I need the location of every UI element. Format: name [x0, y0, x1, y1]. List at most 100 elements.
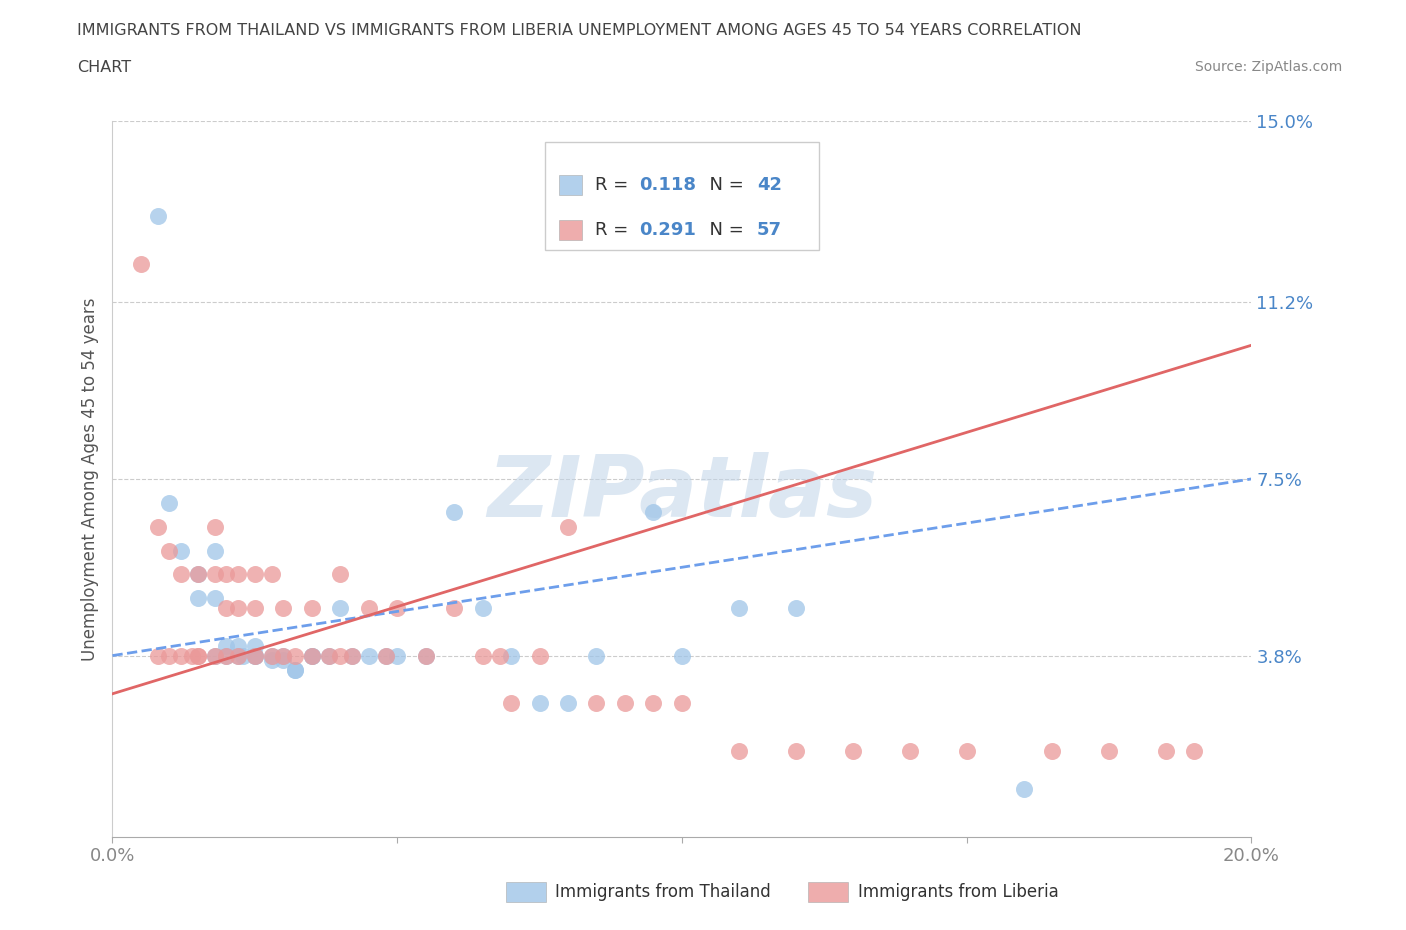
Point — [415, 648, 437, 663]
Point — [785, 744, 807, 759]
Point — [643, 696, 665, 711]
Point — [243, 648, 266, 663]
Point — [232, 648, 254, 663]
Point — [215, 601, 238, 616]
Bar — [560, 220, 582, 241]
Point — [284, 662, 307, 677]
Point — [215, 648, 238, 663]
Point — [243, 601, 266, 616]
Point — [1012, 782, 1035, 797]
Point — [318, 648, 340, 663]
Point — [226, 639, 249, 654]
Text: Immigrants from Thailand: Immigrants from Thailand — [555, 883, 770, 901]
Point — [260, 567, 283, 582]
Text: 42: 42 — [756, 177, 782, 194]
Point — [1040, 744, 1063, 759]
Point — [146, 209, 169, 224]
Y-axis label: Unemployment Among Ages 45 to 54 years: Unemployment Among Ages 45 to 54 years — [80, 298, 98, 660]
Text: 57: 57 — [756, 221, 782, 239]
Point — [204, 591, 226, 605]
Point — [671, 696, 693, 711]
Point — [340, 648, 363, 663]
Point — [728, 601, 751, 616]
Point — [243, 567, 266, 582]
Point — [226, 601, 249, 616]
Point — [488, 648, 510, 663]
Point — [357, 648, 380, 663]
Point — [471, 648, 494, 663]
Point — [613, 696, 636, 711]
Point — [529, 648, 551, 663]
Point — [260, 648, 283, 663]
Bar — [560, 176, 582, 195]
Point — [187, 591, 209, 605]
Point — [329, 648, 352, 663]
Point — [898, 744, 921, 759]
Point — [243, 639, 266, 654]
Point — [187, 648, 209, 663]
Point — [374, 648, 396, 663]
Point — [301, 648, 323, 663]
Point — [585, 648, 607, 663]
Point — [1154, 744, 1177, 759]
Point — [146, 648, 169, 663]
Point — [159, 648, 180, 663]
Point — [301, 648, 323, 663]
Point — [443, 505, 465, 520]
Point — [187, 648, 209, 663]
Point — [301, 648, 323, 663]
Point — [226, 648, 249, 663]
Point — [301, 601, 323, 616]
Point — [204, 519, 226, 534]
Point — [170, 543, 193, 558]
Point — [340, 648, 363, 663]
Point — [501, 648, 523, 663]
Point — [181, 648, 204, 663]
Point — [415, 648, 437, 663]
Point — [529, 696, 551, 711]
Point — [557, 519, 579, 534]
Point — [284, 662, 307, 677]
Point — [226, 567, 249, 582]
Text: 0.291: 0.291 — [638, 221, 696, 239]
Text: ZIPatlas: ZIPatlas — [486, 452, 877, 535]
Point — [443, 601, 465, 616]
Point — [671, 648, 693, 663]
Point — [329, 601, 352, 616]
Point — [385, 648, 409, 663]
Point — [374, 648, 396, 663]
Text: N =: N = — [697, 177, 749, 194]
Point — [204, 543, 226, 558]
Point — [284, 648, 307, 663]
Point — [271, 648, 295, 663]
Point — [226, 648, 249, 663]
Point — [585, 696, 607, 711]
Text: Source: ZipAtlas.com: Source: ZipAtlas.com — [1195, 60, 1343, 74]
Point — [243, 648, 266, 663]
Point — [159, 543, 180, 558]
Point — [329, 567, 352, 582]
Point — [271, 653, 295, 668]
Point — [243, 648, 266, 663]
Point — [260, 648, 283, 663]
Point — [215, 648, 238, 663]
Text: R =: R = — [595, 221, 634, 239]
Point — [204, 567, 226, 582]
Point — [557, 696, 579, 711]
Point — [956, 744, 979, 759]
Point — [260, 653, 283, 668]
Point — [129, 257, 152, 272]
Point — [187, 567, 209, 582]
Point — [318, 648, 340, 663]
Text: Immigrants from Liberia: Immigrants from Liberia — [858, 883, 1059, 901]
Point — [841, 744, 863, 759]
Text: R =: R = — [595, 177, 634, 194]
Text: N =: N = — [697, 221, 749, 239]
Point — [471, 601, 494, 616]
Text: CHART: CHART — [77, 60, 131, 75]
Point — [271, 648, 295, 663]
Point — [146, 519, 169, 534]
Point — [643, 505, 665, 520]
Point — [170, 648, 193, 663]
Point — [271, 601, 295, 616]
